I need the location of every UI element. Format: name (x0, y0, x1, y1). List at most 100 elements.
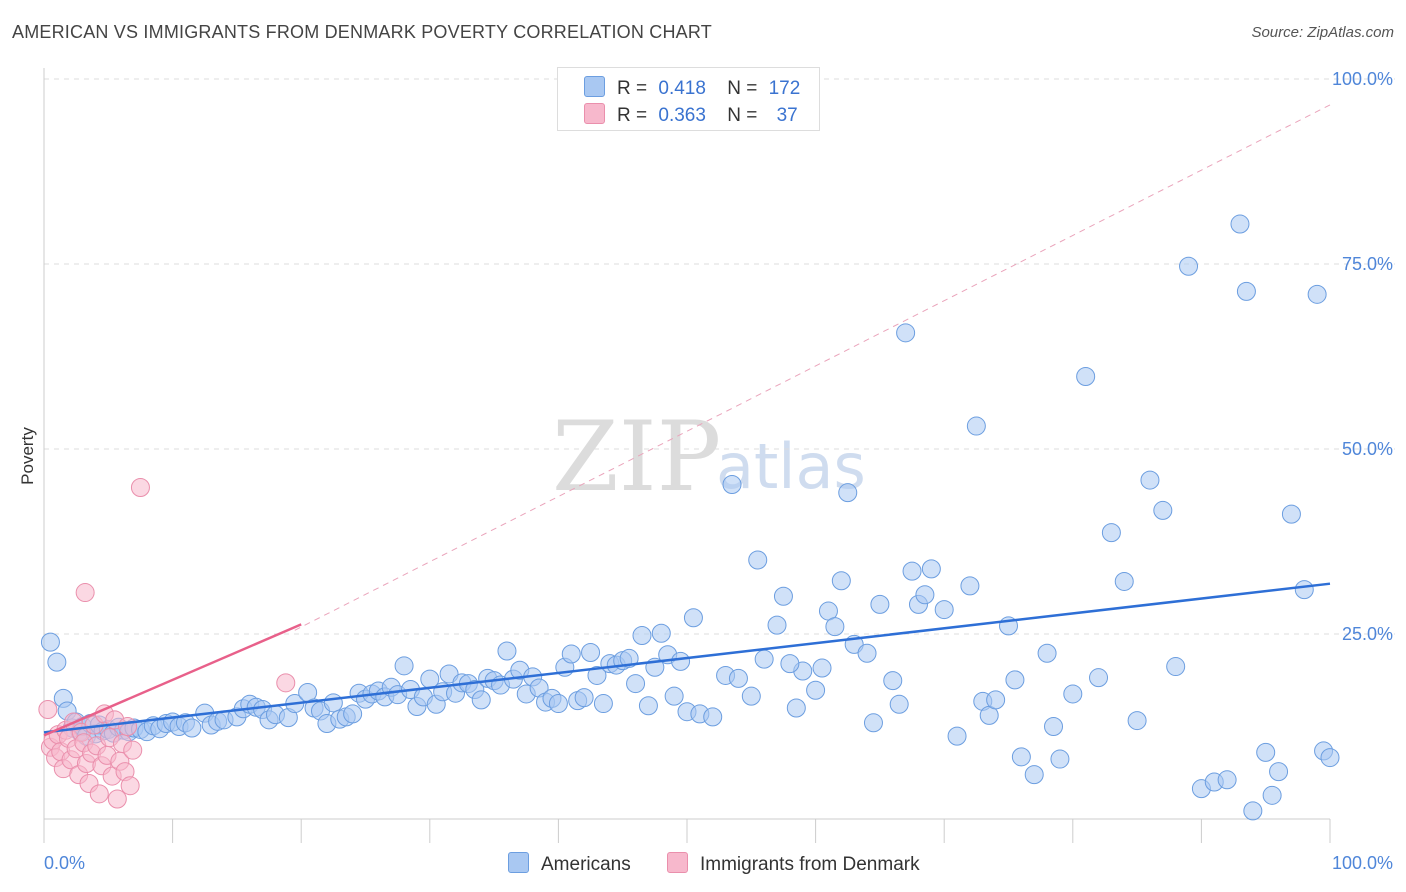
trend-lines (43, 582, 1331, 737)
x-tick-label: 100.0% (1332, 853, 1393, 873)
data-point-americans (1320, 748, 1340, 768)
data-point-americans (632, 625, 652, 645)
data-point-americans (40, 632, 60, 652)
data-point-americans (947, 726, 967, 746)
x-tick-label: 0.0% (44, 853, 85, 873)
data-point-americans (626, 674, 646, 694)
legend-r-value: 0.418 (658, 78, 706, 99)
data-point-americans (1281, 504, 1301, 524)
legend-r-value: 0.363 (658, 105, 706, 126)
data-point-americans (857, 643, 877, 663)
data-point-americans (889, 694, 909, 714)
data-point-americans (883, 671, 903, 691)
data-point-americans (593, 694, 613, 714)
tick-labels: 25.0% 50.0% 75.0% 100.0% 0.0% 100.0% (44, 69, 1393, 873)
y-tick-label: 75.0% (1342, 254, 1393, 274)
data-point-americans (863, 713, 883, 733)
legend-r-label: R = (617, 78, 648, 99)
data-point-americans (1011, 747, 1031, 767)
legend-n-value: 172 (768, 78, 801, 99)
grid-lines (44, 78, 1395, 635)
data-point-americans (1127, 711, 1147, 731)
data-point-americans (619, 648, 639, 668)
data-point-americans (722, 475, 742, 495)
source-label: Source: ZipAtlas.com (1251, 24, 1394, 41)
watermark: ZIP atlas (552, 401, 866, 513)
series-americans (40, 214, 1340, 821)
data-point-americans (934, 600, 954, 620)
data-point-americans (1269, 762, 1289, 782)
data-point-americans (767, 615, 787, 635)
legend-row-americans: R = 0.418 N = 172 (584, 76, 800, 100)
data-point-americans (915, 585, 935, 605)
legend-n-label: N = (727, 78, 758, 99)
data-point-americans (1230, 214, 1250, 234)
data-point-americans (773, 586, 793, 606)
legend-swatch-denmark (667, 852, 688, 873)
data-point-americans (587, 665, 607, 685)
data-point-americans (780, 654, 800, 674)
data-point-americans (497, 641, 517, 661)
data-point-americans (786, 698, 806, 718)
data-point-americans (471, 690, 491, 710)
y-tick-label: 50.0% (1342, 439, 1393, 459)
data-point-americans (581, 643, 601, 662)
reference-line (294, 104, 1331, 631)
y-tick-label: 100.0% (1332, 69, 1393, 89)
data-point-americans (1179, 256, 1199, 276)
trend-line-americans (43, 582, 1331, 734)
trend-line-denmark (43, 623, 302, 737)
data-point-americans (806, 680, 826, 700)
data-point-americans (831, 571, 851, 591)
data-point-americans (728, 668, 748, 688)
legend-swatch-americans (584, 76, 605, 97)
data-point-americans (1101, 523, 1121, 543)
data-point-americans (1037, 643, 1057, 663)
stats-legend: R = 0.418 N = 172 R = 0.363 N = 37 (557, 67, 820, 131)
data-point-americans (896, 323, 916, 343)
data-point-americans (1262, 785, 1282, 805)
data-point-americans (1063, 684, 1083, 704)
data-point-denmark (89, 784, 109, 804)
data-point-americans (1243, 801, 1263, 821)
data-point-americans (343, 704, 363, 724)
data-point-americans (683, 608, 703, 628)
data-point-americans (47, 652, 67, 672)
data-point-denmark (75, 583, 95, 603)
data-point-americans (1294, 580, 1314, 600)
legend-r-label: R = (617, 105, 648, 126)
y-axis-label: Poverty (18, 427, 37, 485)
data-point-americans (1114, 571, 1134, 591)
data-point-americans (651, 623, 671, 643)
data-point-americans (754, 649, 774, 669)
data-point-denmark (107, 789, 127, 809)
data-point-americans (182, 718, 202, 738)
legend-item-denmark[interactable]: Immigrants from Denmark (667, 852, 920, 876)
data-point-americans (986, 690, 1006, 710)
data-point-denmark (120, 776, 140, 796)
legend-label-americans: Americans (541, 854, 631, 875)
data-point-americans (1140, 470, 1160, 490)
data-point-denmark (118, 717, 138, 736)
y-tick-label: 25.0% (1342, 624, 1393, 644)
axes (43, 68, 1331, 843)
data-point-americans (1050, 749, 1070, 769)
data-point-americans (671, 651, 691, 671)
data-point-americans (561, 644, 581, 664)
data-point-americans (838, 483, 858, 503)
data-point-americans (1217, 770, 1237, 790)
data-point-americans (748, 550, 768, 570)
data-point-americans (1236, 281, 1256, 301)
legend-item-americans[interactable]: Americans (508, 852, 631, 876)
data-point-americans (741, 686, 761, 706)
data-point-denmark (276, 673, 296, 693)
legend-n-value: 37 (776, 105, 798, 126)
data-point-americans (825, 617, 845, 637)
data-point-americans (921, 559, 941, 579)
chart-title: AMERICAN VS IMMIGRANTS FROM DENMARK POVE… (12, 22, 712, 42)
data-point-americans (703, 707, 723, 727)
data-point-americans (1307, 284, 1327, 304)
data-point-americans (870, 594, 890, 614)
data-point-americans (1076, 366, 1096, 386)
legend-row-denmark: R = 0.363 N = 37 (584, 103, 798, 127)
